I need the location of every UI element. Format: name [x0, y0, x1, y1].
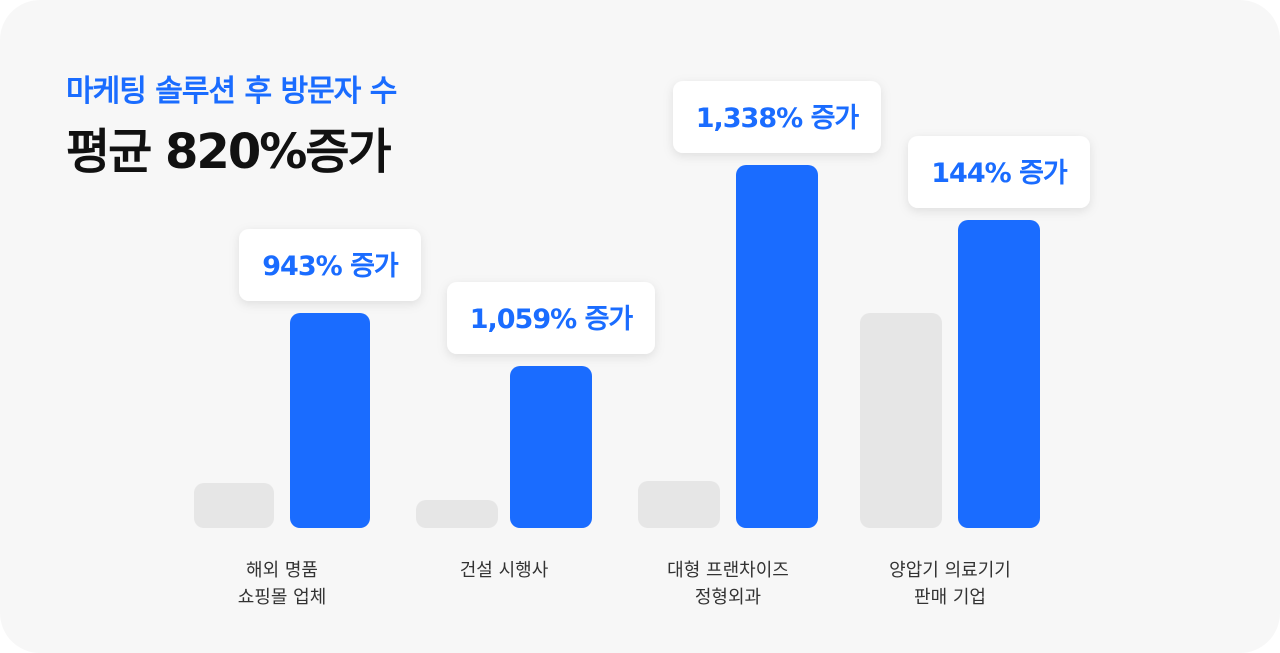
annotation-label-3: 1,338% 증가 [696, 103, 860, 134]
category-label-3: 대형 프랜차이즈 정형외과 [667, 560, 789, 608]
category-label-4: 양압기 의료기기 판매 기업 [889, 560, 1011, 608]
bar-before-4 [860, 313, 942, 528]
bar-before-2 [416, 500, 498, 528]
annotation-bubble-4 [908, 136, 1090, 208]
chart-subtitle: 마케팅 솔루션 후 방문자 수 [66, 74, 397, 109]
bar-after-2 [510, 366, 592, 528]
annotation-label-2: 1,059% 증가 [470, 304, 634, 335]
category-label-2: 건설 시행사 [460, 560, 549, 581]
bar-after-3 [736, 165, 818, 528]
bar-before-3 [638, 481, 720, 528]
annotation-bubble-1 [239, 229, 421, 301]
annotation-bubble-2 [447, 282, 655, 354]
annotation-label-4: 144% 증가 [931, 158, 1068, 189]
annotation-bubble-3 [673, 81, 881, 153]
category-label-1: 해외 명품 쇼핑몰 업체 [238, 560, 327, 608]
chart-title: 평균 820%증가 [66, 124, 392, 180]
bar-before-1 [194, 483, 274, 528]
bar-after-4 [958, 220, 1040, 528]
annotation-label-1: 943% 증가 [262, 251, 399, 282]
bar-after-1 [290, 313, 370, 528]
